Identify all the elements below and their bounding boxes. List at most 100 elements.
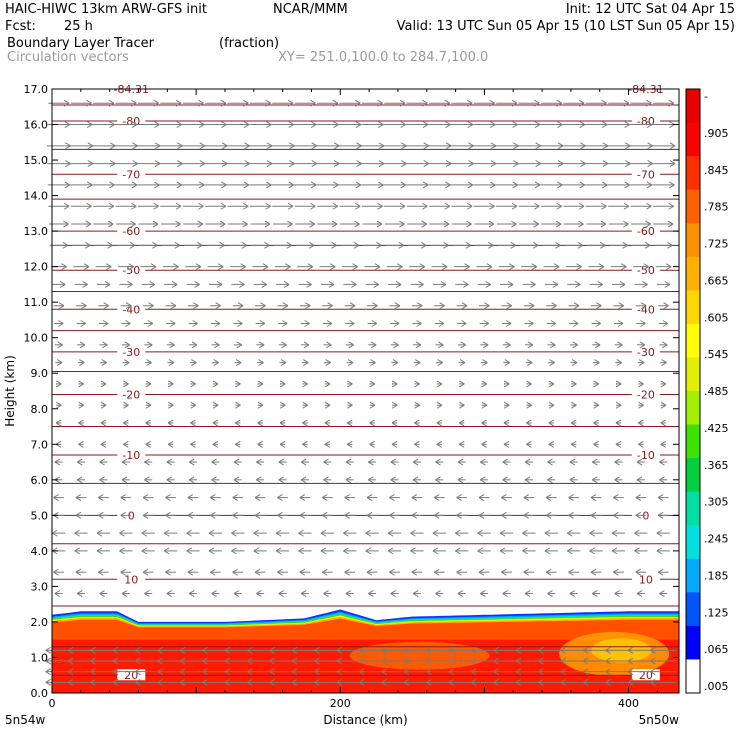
wind-vector-head bbox=[570, 419, 577, 427]
wind-vector-head bbox=[378, 121, 384, 128]
wind-vector-head bbox=[656, 529, 663, 537]
contour-label: 10 bbox=[639, 573, 653, 586]
wind-vector-head bbox=[332, 99, 339, 107]
wind-vector-head bbox=[355, 121, 362, 128]
wind-vector-head bbox=[524, 476, 531, 484]
wind-vector-head bbox=[582, 678, 589, 686]
wind-vector-head bbox=[369, 401, 376, 409]
wind-vector-head bbox=[258, 341, 265, 349]
wind-vector-head bbox=[349, 302, 356, 310]
wind-vector-head bbox=[555, 241, 561, 249]
wind-vector-head bbox=[257, 419, 263, 427]
wind-vector-head bbox=[573, 320, 579, 327]
wind-vector-head bbox=[669, 142, 676, 150]
wind-vector-head bbox=[86, 181, 93, 189]
wind-vector-head bbox=[353, 241, 360, 249]
wind-vector-head bbox=[179, 668, 186, 676]
wind-vector-head bbox=[127, 280, 133, 288]
wind-vector-head bbox=[168, 401, 174, 409]
y-tick-label: 10.0 bbox=[24, 332, 49, 345]
wind-vector-head bbox=[354, 99, 361, 107]
wind-vector-head bbox=[456, 568, 462, 576]
wind-vector-head bbox=[283, 280, 290, 288]
wind-vector-head bbox=[372, 302, 378, 310]
wind-vector-head bbox=[99, 476, 105, 484]
wind-vector-head bbox=[349, 320, 355, 327]
wind-vector-head bbox=[596, 302, 602, 310]
wind-vector-head bbox=[591, 458, 598, 466]
wind-vector-head bbox=[616, 359, 623, 367]
wind-vector-head bbox=[86, 99, 92, 107]
x-tick-label: 0 bbox=[49, 697, 56, 710]
wind-vector-head bbox=[393, 320, 400, 327]
wind-vector-head bbox=[456, 511, 462, 519]
wind-vector-head bbox=[412, 458, 419, 466]
wind-vector-head bbox=[165, 568, 171, 576]
wind-vector-head bbox=[269, 668, 275, 676]
wind-vector-head bbox=[578, 202, 585, 210]
wind-vector-head bbox=[399, 99, 406, 107]
wind-vector-head bbox=[457, 458, 464, 466]
wind-vector-head bbox=[128, 263, 134, 271]
wind-vector-head bbox=[346, 419, 353, 427]
wind-vector-head bbox=[591, 590, 598, 597]
wind-vector-head bbox=[414, 380, 420, 388]
wind-vector-head bbox=[593, 401, 600, 409]
contour-label: -40 bbox=[637, 303, 655, 316]
wind-vector-head bbox=[371, 320, 378, 327]
wind-vector-head bbox=[232, 494, 238, 502]
wind-vector-head bbox=[493, 678, 499, 686]
wind-vector-head bbox=[615, 380, 622, 388]
wind-vector-head bbox=[638, 419, 644, 427]
wind-vector-head bbox=[224, 657, 231, 665]
wind-vector-head bbox=[166, 458, 173, 466]
wind-vector-head bbox=[241, 241, 248, 249]
wind-vector-head bbox=[224, 668, 231, 676]
wind-vector-head bbox=[141, 529, 148, 537]
wind-vector-head bbox=[548, 380, 555, 388]
wind-vector-head bbox=[478, 511, 485, 519]
wind-vector-head bbox=[175, 220, 181, 228]
wind-vector-head bbox=[456, 494, 462, 502]
wind-vector-head bbox=[125, 302, 132, 310]
wind-vector-head bbox=[210, 511, 216, 519]
wind-vector-head bbox=[502, 476, 508, 484]
wind-vector-head bbox=[601, 121, 608, 128]
wind-vector-head bbox=[416, 302, 423, 310]
wind-vector-head bbox=[550, 320, 557, 327]
wind-vector-head bbox=[59, 280, 66, 288]
wind-vector-head bbox=[291, 668, 298, 676]
wind-vector-head bbox=[436, 380, 443, 388]
wind-vector-head bbox=[112, 668, 119, 676]
wind-vector-head bbox=[243, 202, 249, 210]
wind-vector-head bbox=[578, 99, 585, 107]
wind-vector-head bbox=[131, 202, 137, 210]
wind-vector-head bbox=[121, 458, 128, 466]
wind-vector-head bbox=[623, 99, 630, 107]
wind-vector-head bbox=[169, 320, 176, 327]
wind-vector-head bbox=[197, 220, 204, 228]
wind-vector-head bbox=[579, 121, 586, 128]
wind-vector-head bbox=[343, 547, 349, 555]
wind-vector-head bbox=[82, 280, 88, 288]
wind-vector-head bbox=[279, 419, 286, 427]
wind-vector-head bbox=[614, 590, 620, 597]
wind-vector-head bbox=[108, 99, 115, 107]
wind-vector-head bbox=[101, 359, 108, 367]
title-center: NCAR/MMM bbox=[273, 2, 348, 17]
wind-vector-head bbox=[90, 678, 96, 686]
wind-vector-head bbox=[299, 568, 306, 576]
wind-vector-head bbox=[344, 568, 350, 576]
wind-vector-head bbox=[566, 547, 573, 555]
wind-vector-head bbox=[280, 359, 287, 367]
wind-vector-head bbox=[547, 458, 553, 466]
wind-vector-head bbox=[344, 494, 350, 502]
wind-vector-head bbox=[57, 341, 63, 349]
wind-vector-head bbox=[526, 359, 533, 367]
wind-vector-head bbox=[466, 202, 473, 210]
wind-vector-head bbox=[347, 401, 353, 409]
wind-vector-head bbox=[67, 668, 74, 676]
wind-vector-head bbox=[589, 547, 595, 555]
wind-vector-head bbox=[347, 380, 353, 388]
contour-label-bg bbox=[631, 669, 660, 681]
